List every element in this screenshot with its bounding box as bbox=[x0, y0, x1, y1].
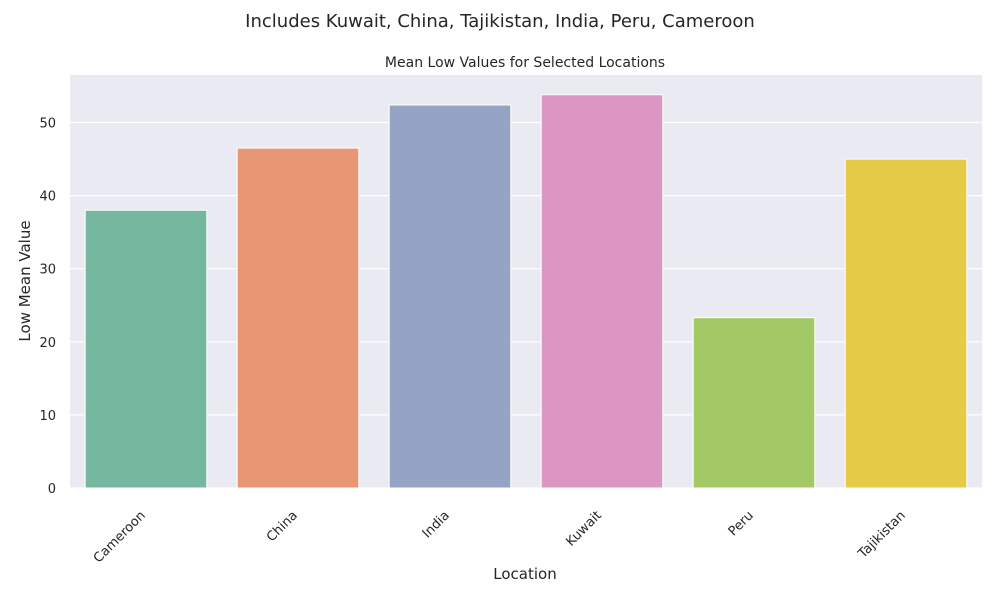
y-tick-label: 10 bbox=[39, 409, 56, 424]
plot-area bbox=[70, 75, 982, 488]
gridlines bbox=[70, 121, 982, 489]
x-tick-label: Cameroon bbox=[91, 508, 149, 566]
bars bbox=[84, 94, 968, 489]
bar-kuwait bbox=[540, 94, 664, 489]
bar-china bbox=[236, 147, 360, 489]
y-tick-label: 20 bbox=[39, 336, 56, 351]
x-tick-label: India bbox=[420, 508, 453, 541]
chart-title: Mean Low Values for Selected Locations bbox=[385, 55, 665, 71]
x-axis-label: Location bbox=[493, 565, 556, 583]
bar-cameroon bbox=[84, 209, 208, 489]
y-tick-label: 50 bbox=[39, 117, 56, 132]
bar-tajikistan bbox=[844, 158, 968, 489]
y-tick-label: 40 bbox=[39, 190, 56, 205]
bar-india bbox=[388, 104, 512, 489]
y-tick-label: 30 bbox=[39, 263, 56, 278]
x-tick-label: Peru bbox=[726, 508, 757, 539]
bar-peru bbox=[692, 317, 816, 489]
x-tick-labels: Cameroon China India Kuwait Peru Tajikistan bbox=[91, 508, 909, 566]
x-tick-label: Kuwait bbox=[564, 508, 605, 549]
x-tick-label: China bbox=[264, 508, 301, 545]
x-tick-label: Tajikistan bbox=[855, 508, 909, 562]
y-axis-label: Low Mean Value bbox=[16, 220, 34, 341]
y-tick-labels: 0 10 20 30 40 50 bbox=[39, 117, 56, 497]
figure-suptitle: Includes Kuwait, China, Tajikistan, Indi… bbox=[245, 11, 755, 32]
y-tick-label: 0 bbox=[48, 482, 56, 497]
